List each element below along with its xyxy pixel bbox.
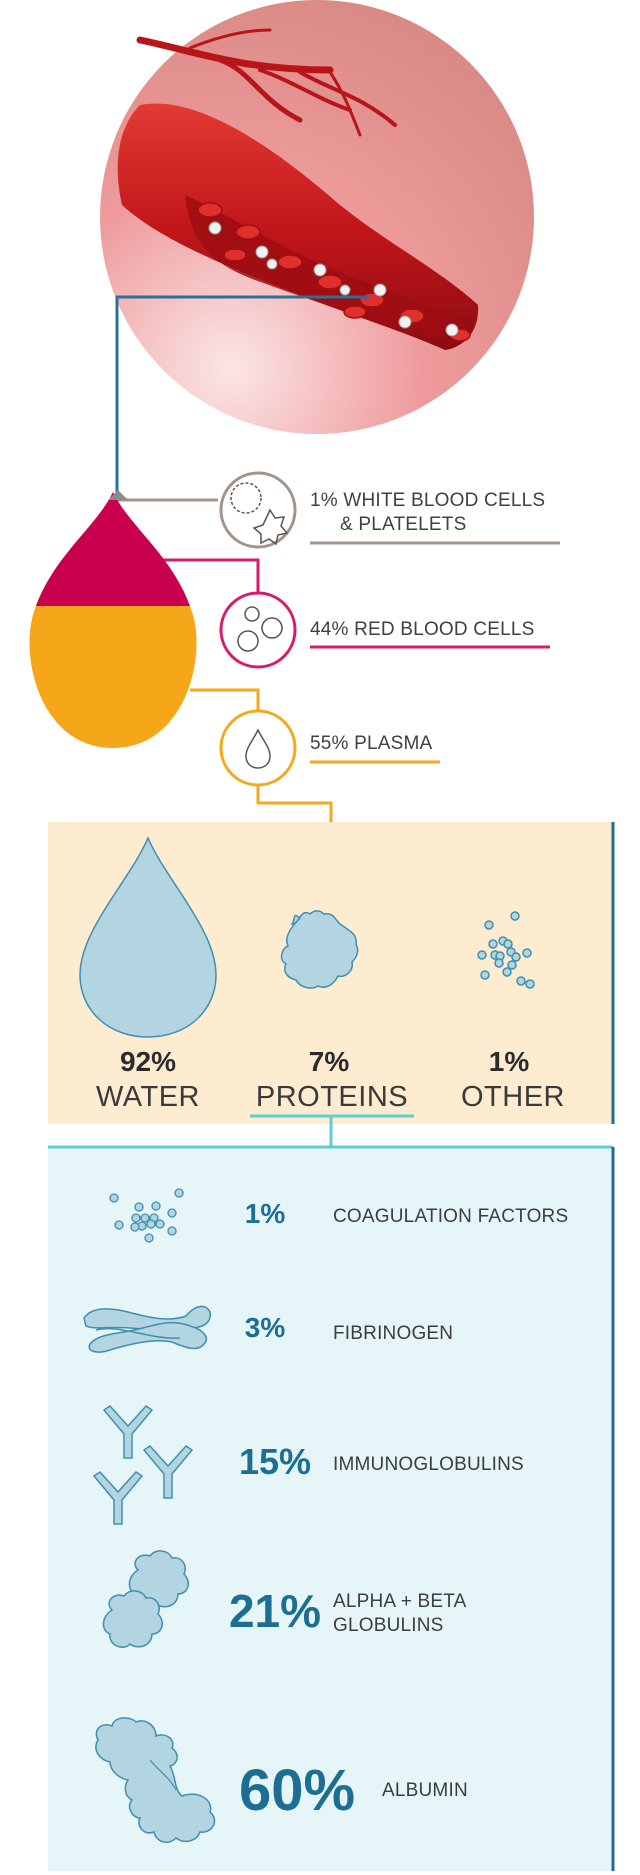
proteins-label: PROTEINS <box>255 1081 409 1113</box>
immunoglobulins-label: IMMUNOGLOBULINS <box>333 1454 524 1475</box>
blood-vessel-illustration <box>100 0 534 434</box>
globulins-label-line2: GLOBULINS <box>333 1615 444 1636</box>
albumin-icon <box>95 1717 216 1843</box>
plasma-label: 55% PLASMA <box>310 733 433 754</box>
red-cells-label: 44% RED BLOOD CELLS <box>310 619 535 640</box>
fibrinogen-label: FIBRINOGEN <box>333 1323 454 1344</box>
protein-blob-icon <box>280 910 359 989</box>
other-particles-icon <box>477 911 535 989</box>
globulins-label: ALPHA + BETA <box>333 1591 467 1612</box>
red-cells-icon <box>219 591 297 669</box>
globulins-percent: 21% <box>228 1585 322 1637</box>
water-label: WATER <box>96 1081 200 1113</box>
blood-drop-layers <box>29 492 197 748</box>
globulins-icon <box>102 1550 189 1648</box>
other-percent: 1% <box>488 1046 530 1077</box>
fibrinogen-icon <box>83 1305 212 1353</box>
fibrinogen-percent: 3% <box>244 1312 286 1343</box>
immunoglobulins-icon <box>93 1405 193 1525</box>
white-cells-label: 1% WHITE BLOOD CELLS <box>310 490 546 511</box>
coagulation-label: COAGULATION FACTORS <box>333 1206 569 1227</box>
immunoglobulins-percent: 15% <box>238 1441 312 1482</box>
albumin-percent: 60% <box>238 1758 356 1823</box>
water-drop-icon <box>79 836 217 1038</box>
white-cells-label-line2: & PLATELETS <box>340 514 467 535</box>
plasma-drop-icon <box>219 709 297 787</box>
coagulation-percent: 1% <box>244 1198 286 1229</box>
white-cells-icon <box>219 471 297 549</box>
other-label: OTHER <box>461 1081 565 1113</box>
albumin-label: ALBUMIN <box>382 1780 468 1801</box>
proteins-percent: 7% <box>308 1046 350 1077</box>
water-percent: 92% <box>119 1046 177 1077</box>
coagulation-particles-icon <box>109 1188 184 1243</box>
